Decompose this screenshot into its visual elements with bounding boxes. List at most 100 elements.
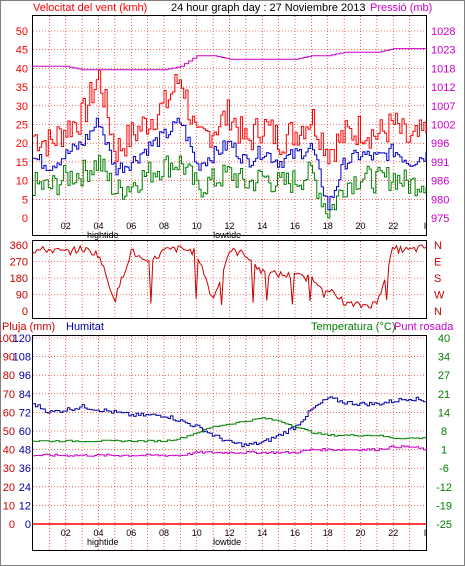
- pressure-tick-label: 1012: [431, 82, 455, 94]
- pressure-tick-label: 1002: [431, 120, 455, 132]
- rain-tick-label: 80: [3, 370, 15, 382]
- humidity-tick-label: 72: [19, 407, 31, 419]
- time-tick-label: 04: [93, 528, 103, 538]
- wind-avg-line: [33, 117, 427, 211]
- pressure-tick-label: 1007: [431, 101, 455, 113]
- temperature-tick-label: 8: [441, 426, 447, 438]
- dewpoint-axis-label: Punt rosada: [394, 321, 454, 333]
- pressure-tick-label: 1023: [431, 45, 455, 57]
- wind-tick-label: 35: [16, 82, 28, 94]
- wind-tick-label: 25: [16, 120, 28, 132]
- rain-tick-label: 40: [3, 445, 15, 457]
- time-tick-label: 10: [192, 528, 202, 538]
- humidity-line: [33, 396, 427, 448]
- lowtide-label: lowtide: [213, 230, 241, 240]
- humidity-tick-label: 108: [13, 352, 31, 364]
- time-tick-label: 12: [224, 528, 234, 538]
- time-end-label: I: [424, 528, 427, 538]
- direction-tick-label: 180: [10, 273, 28, 285]
- time-tick-label: 16: [290, 528, 300, 538]
- wind-tick-label: 50: [16, 26, 28, 38]
- pressure-tick-label: 980: [431, 194, 449, 206]
- temp-panel-frame: [32, 335, 427, 551]
- compass-tick-label: E: [434, 257, 441, 269]
- rain-tick-label: 0: [9, 519, 15, 531]
- time-tick-label: 14: [257, 528, 267, 538]
- direction-tick-label: 270: [10, 257, 28, 269]
- data-series: [33, 48, 427, 525]
- time-end-label: I: [424, 221, 427, 231]
- compass-tick-label: S: [434, 273, 441, 285]
- time-tick-label: 18: [323, 528, 333, 538]
- wind-tick-label: 5: [22, 194, 28, 206]
- wind-tick-label: 30: [16, 101, 28, 113]
- rain-tick-label: 60: [3, 407, 15, 419]
- temperature-tick-label: -25: [436, 519, 452, 531]
- pressure-tick-label: 1028: [431, 26, 455, 38]
- compass-tick-label: W: [434, 290, 445, 302]
- time-tick-label: 08: [159, 221, 169, 231]
- rain-tick-label: 30: [3, 463, 15, 475]
- wind-tick-label: 40: [16, 63, 28, 75]
- grid-lines: [33, 16, 426, 550]
- dewpoint-line: [33, 445, 427, 457]
- time-tick-label: 22: [388, 221, 398, 231]
- humidity-tick-label: 36: [19, 463, 31, 475]
- direction-tick-label: 90: [16, 290, 28, 302]
- time-tick-label: 10: [192, 221, 202, 231]
- pressure-tick-label: 986: [431, 176, 449, 188]
- temperature-axis-label: Temperatura (°C): [311, 321, 395, 333]
- pressure-line: [33, 48, 426, 71]
- time-tick-label: 16: [290, 221, 300, 231]
- temperature-tick-label: 27: [438, 370, 450, 382]
- humidity-tick-label: 60: [19, 426, 31, 438]
- direction-tick-label: 0: [22, 306, 28, 318]
- temperature-tick-label: 21: [438, 389, 450, 401]
- temperature-line: [33, 417, 427, 443]
- pressure-tick-label: 1018: [431, 63, 455, 75]
- wind-direction-line: [33, 244, 427, 309]
- temperature-tick-label: 14: [438, 407, 450, 419]
- pressure-tick-label: 991: [431, 157, 449, 169]
- humidity-tick-label: 48: [19, 445, 31, 457]
- time-tick-label: 06: [126, 221, 136, 231]
- pressure-axis-label: Pressió (mb): [370, 2, 432, 14]
- rain-tick-label: 20: [3, 482, 15, 494]
- pressure-tick-label: 975: [431, 213, 449, 225]
- wind-tick-label: 45: [16, 45, 28, 57]
- compass-tick-label: N: [434, 240, 442, 252]
- humidity-tick-label: 12: [19, 500, 31, 512]
- axis-labels: 0510152025303540455097598098699199610021…: [0, 26, 455, 547]
- wind-tick-label: 15: [16, 157, 28, 169]
- compass-tick-label: N: [434, 306, 442, 318]
- temperature-tick-label: -12: [436, 482, 452, 494]
- time-tick-label: 18: [323, 221, 333, 231]
- wind-tick-label: 20: [16, 138, 28, 150]
- rain-tick-label: 10: [3, 500, 15, 512]
- humidity-tick-label: 24: [19, 482, 31, 494]
- direction-tick-label: 360: [10, 240, 28, 252]
- hightide-label: hightide: [87, 537, 119, 547]
- time-tick-label: 20: [355, 221, 365, 231]
- lowtide-label: lowtide: [213, 537, 241, 547]
- humidity-tick-label: 96: [19, 370, 31, 382]
- wind-low-line: [33, 155, 427, 219]
- wind-tick-label: 10: [16, 176, 28, 188]
- hightide-label: hightide: [87, 230, 119, 240]
- temperature-tick-label: 1: [441, 445, 447, 457]
- humidity-tick-label: 84: [19, 389, 31, 401]
- rain-tick-label: 50: [3, 426, 15, 438]
- rain-tick-label: 90: [3, 352, 15, 364]
- rain-tick-label: 100: [0, 333, 15, 345]
- time-tick-label: 04: [93, 221, 103, 231]
- pressure-tick-label: 996: [431, 138, 449, 150]
- time-tick-label: 20: [355, 528, 365, 538]
- temperature-tick-label: 34: [438, 352, 450, 364]
- rain-tick-label: 70: [3, 389, 15, 401]
- temperature-tick-label: 40: [438, 333, 450, 345]
- time-tick-label: 02: [61, 528, 71, 538]
- humidity-tick-label: 0: [25, 519, 31, 531]
- temperature-tick-label: -6: [439, 463, 449, 475]
